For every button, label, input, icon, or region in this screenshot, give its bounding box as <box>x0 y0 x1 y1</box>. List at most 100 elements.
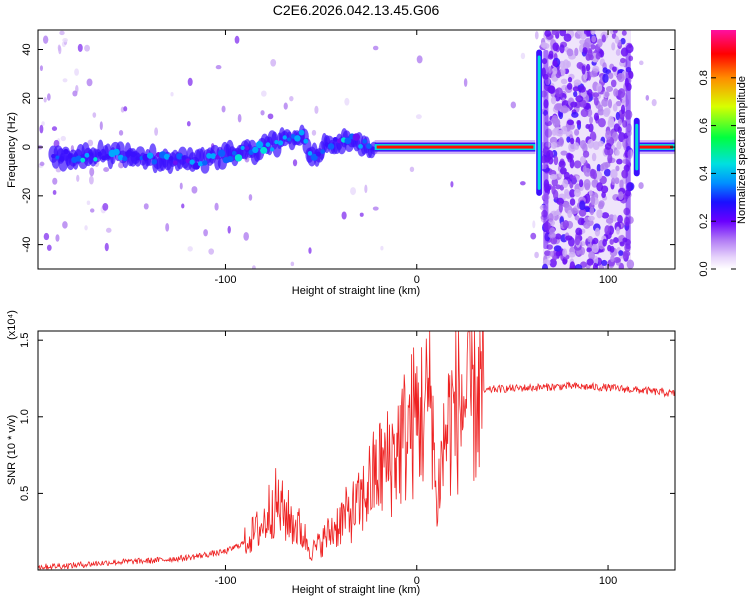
snr-ytick-label: 0.5 <box>19 486 31 501</box>
snr-ytick-label: 1.5 <box>19 333 31 348</box>
noisy-band-blob <box>567 209 573 219</box>
noisy-band-blob <box>607 153 613 164</box>
noise-speckle <box>123 106 128 112</box>
noisy-band-blob <box>541 263 549 269</box>
noise-speckle <box>638 60 644 66</box>
noisy-band-blob <box>567 76 573 83</box>
noisy-band-blob <box>558 160 566 168</box>
noise-speckle <box>181 203 185 209</box>
noisy-band-blob <box>575 227 583 236</box>
signal-core <box>231 150 237 156</box>
noisy-band-blob <box>579 200 586 211</box>
noise-speckle <box>43 97 47 103</box>
noisy-band-blob <box>596 83 603 93</box>
noise-speckle <box>534 251 539 259</box>
noisy-band-blob <box>610 79 617 88</box>
noisy-band-blob <box>612 214 618 222</box>
noise-speckle <box>237 114 242 123</box>
noisy-band-blob <box>613 237 619 244</box>
noisy-band-blob <box>597 140 604 147</box>
noisy-band-blob <box>598 264 605 269</box>
noise-speckle <box>234 35 240 44</box>
signal-core <box>97 151 102 157</box>
noisy-band-blob <box>551 178 558 187</box>
noisy-band-blob <box>544 250 552 256</box>
noisy-band-blob <box>611 177 616 186</box>
noisy-band-blob <box>569 158 575 169</box>
noisy-band-blob <box>576 120 582 126</box>
noisy-band-blob <box>555 233 562 240</box>
snr-axes: -100 0 100 0.5 1.0 1.5 <box>19 331 675 587</box>
noise-speckle <box>84 44 90 52</box>
noisy-band-blob <box>578 85 586 93</box>
noise-speckle <box>62 221 68 229</box>
colorbar-ticks: 0.0 0.2 0.4 0.6 0.8 <box>698 70 736 277</box>
noisy-band-blob <box>610 255 615 263</box>
noisy-band-blob <box>566 136 571 143</box>
signal-core <box>206 153 212 159</box>
signal-core <box>215 155 220 160</box>
noisy-band-blob <box>597 117 606 128</box>
noisy-band-blob <box>560 150 568 156</box>
noise-speckle <box>520 181 526 186</box>
signal-core <box>286 137 291 142</box>
noise-speckle <box>57 44 61 52</box>
noise-speckle <box>532 220 536 229</box>
noisy-band-blob <box>565 235 573 241</box>
noise-speckle <box>102 202 109 211</box>
noisy-band-blob <box>605 85 614 92</box>
noisy-band-blob <box>585 123 590 130</box>
noise-speckle <box>292 159 298 167</box>
noise-speckle <box>154 127 159 136</box>
noisy-band-blob <box>548 227 556 234</box>
noise-speckle <box>221 105 226 113</box>
signal-core <box>58 156 65 162</box>
noisy-band-blob <box>582 47 588 54</box>
noise-speckle <box>450 181 454 188</box>
noisy-band-blob <box>615 111 620 121</box>
signal-core <box>344 137 352 145</box>
signal-core <box>89 152 94 157</box>
noisy-band-blob <box>593 112 600 121</box>
spectrogram-ylabel: Frequency (Hz) <box>6 112 18 188</box>
noisy-band-blob <box>617 214 623 224</box>
noisy-band-blob <box>555 250 561 257</box>
noise-speckle <box>267 113 274 120</box>
signal-core <box>332 136 338 142</box>
signal-core <box>217 149 226 157</box>
snr-ytick-label: 1.0 <box>19 409 31 424</box>
noisy-band-blob <box>622 250 631 257</box>
noise-speckle <box>170 91 174 97</box>
signal-core <box>226 155 234 163</box>
noisy-band-blob <box>593 96 599 106</box>
noisy-band-blob <box>570 101 578 108</box>
noisy-band-blob <box>547 66 552 74</box>
noisy-band-blob <box>601 212 610 219</box>
noise-speckle <box>76 174 80 182</box>
noisy-band-blob <box>573 188 581 198</box>
noisy-band-blob <box>604 225 611 235</box>
noisy-band-blob <box>598 200 605 208</box>
signal-core <box>210 153 217 160</box>
noisy-band-blob <box>618 250 624 256</box>
noisy-band-blob <box>559 30 567 37</box>
noisy-band-blob <box>616 141 622 150</box>
noise-speckle <box>52 190 57 195</box>
noisy-band-blob <box>550 236 558 245</box>
noisy-band-blob <box>562 179 569 188</box>
noisy-band-blob <box>602 73 609 84</box>
noise-speckle <box>165 222 170 232</box>
spectrogram-xtick-label: -100 <box>214 274 236 286</box>
noisy-band-blob <box>616 158 623 165</box>
noisy-band-blob <box>587 215 595 221</box>
signal-core <box>101 155 107 161</box>
spectrogram-ytick-label: -20 <box>21 188 33 204</box>
noisy-band-blob <box>568 153 574 160</box>
noisy-band-blob <box>612 30 618 34</box>
noisy-band-blob <box>559 44 565 54</box>
signal-core <box>274 140 279 145</box>
signal-core <box>146 152 154 159</box>
noise-speckle <box>42 35 49 44</box>
noisy-band-blob <box>596 182 603 192</box>
noisy-band-blob <box>591 35 597 43</box>
